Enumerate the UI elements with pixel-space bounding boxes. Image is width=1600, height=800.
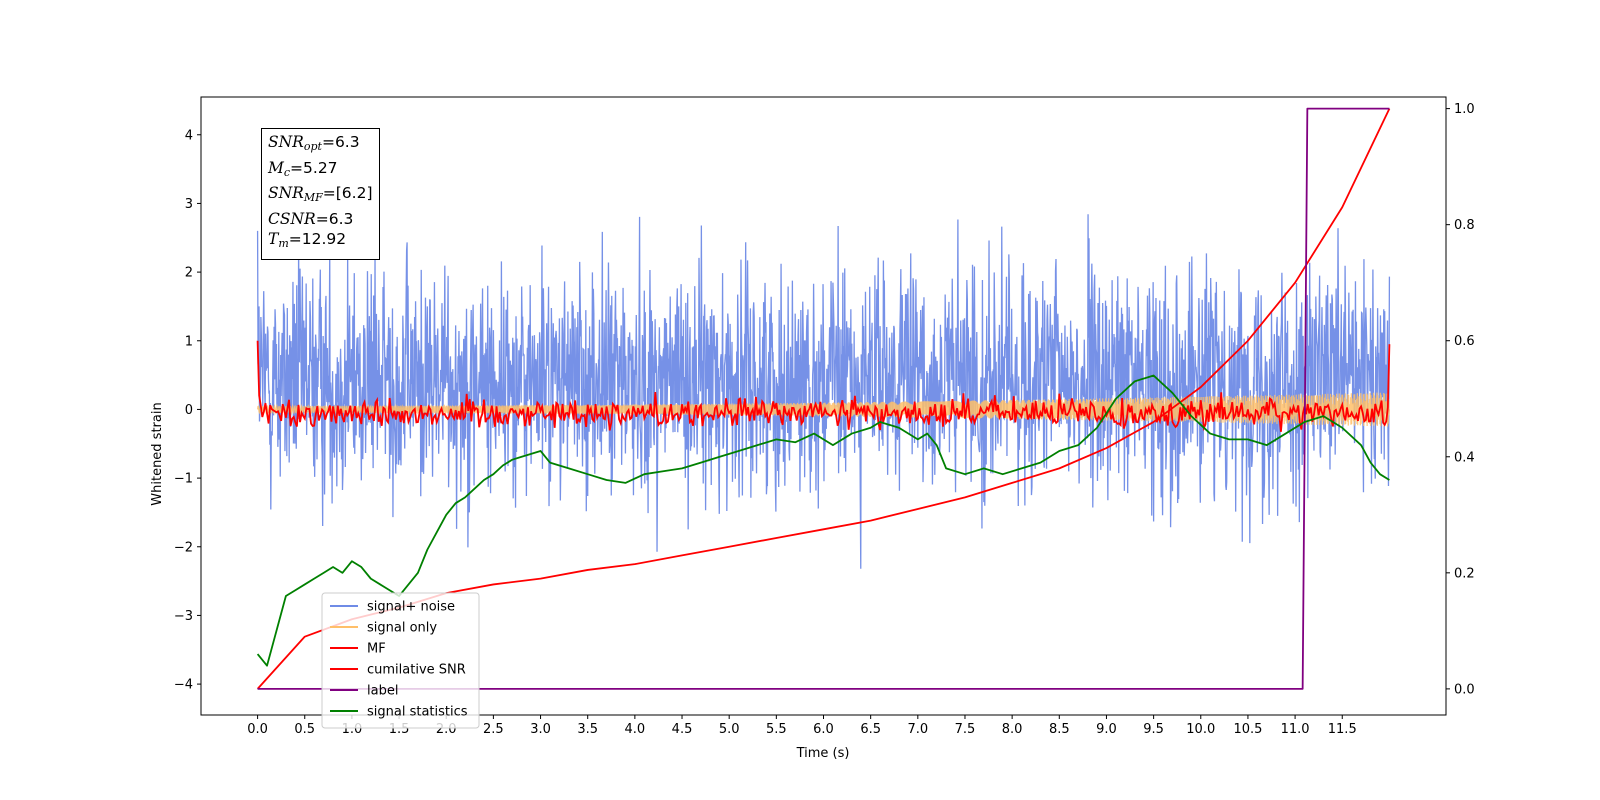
x-tick-label: 5.5: [766, 722, 787, 737]
y2-tick-label: 0.8: [1454, 218, 1475, 233]
y-tick-label: 4: [185, 128, 193, 143]
x-tick-label: 5.0: [719, 722, 740, 737]
legend-label: signal statistics: [367, 705, 468, 720]
y-tick-label: −2: [174, 540, 193, 555]
x-tick-label: 7.0: [907, 722, 928, 737]
annotation-line: SNRopt=6.3: [268, 133, 360, 153]
y-axis-label: Whitened strain: [150, 402, 165, 505]
x-tick-label: 11.0: [1281, 722, 1310, 737]
legend-label: MF: [367, 642, 386, 657]
y2-tick-label: 0.4: [1454, 450, 1475, 465]
x-axis-label: Time (s): [796, 746, 850, 761]
legend-label: signal only: [367, 621, 437, 636]
y2-tick-label: 0.0: [1454, 682, 1475, 697]
legend-label: cumilative SNR: [367, 663, 466, 678]
x-tick-label: 4.0: [625, 722, 646, 737]
y-tick-label: −4: [174, 678, 193, 693]
x-tick-label: 6.0: [813, 722, 834, 737]
series-label-line: [257, 107, 1390, 690]
x-tick-label: 10.0: [1186, 722, 1215, 737]
y-tick-label: 0: [185, 403, 193, 418]
x-tick-label: 9.5: [1143, 722, 1164, 737]
annotation-line: Mc=5.27: [268, 158, 338, 179]
x-tick-label: 0.0: [247, 722, 268, 737]
series-signal-only-line: [256, 392, 1391, 427]
x-tick-label: 10.5: [1233, 722, 1262, 737]
annotation-box: SNRopt=6.3 Mc=5.27 SNRMF=[6.2] CSNR=6.3 Tm=1…: [261, 128, 380, 260]
y2-tick-label: 1.0: [1454, 102, 1475, 117]
y2-tick-label: 0.6: [1454, 334, 1475, 349]
y-tick-label: 1: [185, 334, 193, 349]
x-tick-label: 3.5: [577, 722, 598, 737]
y2-tick-label: 0.2: [1454, 566, 1475, 581]
x-tick-label: 11.5: [1328, 722, 1357, 737]
x-tick-label: 0.5: [294, 722, 315, 737]
y-tick-label: 2: [185, 266, 193, 281]
x-tick-label: 2.5: [483, 722, 504, 737]
series-signal-statistics-line: [256, 374, 1390, 667]
legend: signal+ noise signal only MF cumilative SNR…: [321, 592, 480, 729]
x-tick-label: 6.5: [860, 722, 881, 737]
annotation-line: Tm=12.92: [268, 230, 347, 250]
y-tick-label: 3: [185, 197, 193, 212]
x-tick-label: 8.5: [1049, 722, 1070, 737]
y-tick-label: −1: [174, 472, 193, 487]
legend-label: label: [367, 684, 398, 699]
y-tick-label: −3: [174, 609, 193, 624]
legend-label: signal+ noise: [367, 600, 455, 615]
annotation-line: CSNR=6.3: [268, 209, 354, 228]
series-mf-line: [256, 340, 1391, 432]
annotation-line: SNRMF=[6.2]: [268, 184, 373, 204]
x-tick-label: 8.0: [1002, 722, 1023, 737]
x-tick-label: 3.0: [530, 722, 551, 737]
x-tick-label: 7.5: [955, 722, 976, 737]
x-tick-label: 4.5: [672, 722, 693, 737]
x-tick-label: 9.0: [1096, 722, 1117, 737]
series-signal-noise-line: [256, 214, 1391, 569]
legend-box: [321, 592, 480, 729]
